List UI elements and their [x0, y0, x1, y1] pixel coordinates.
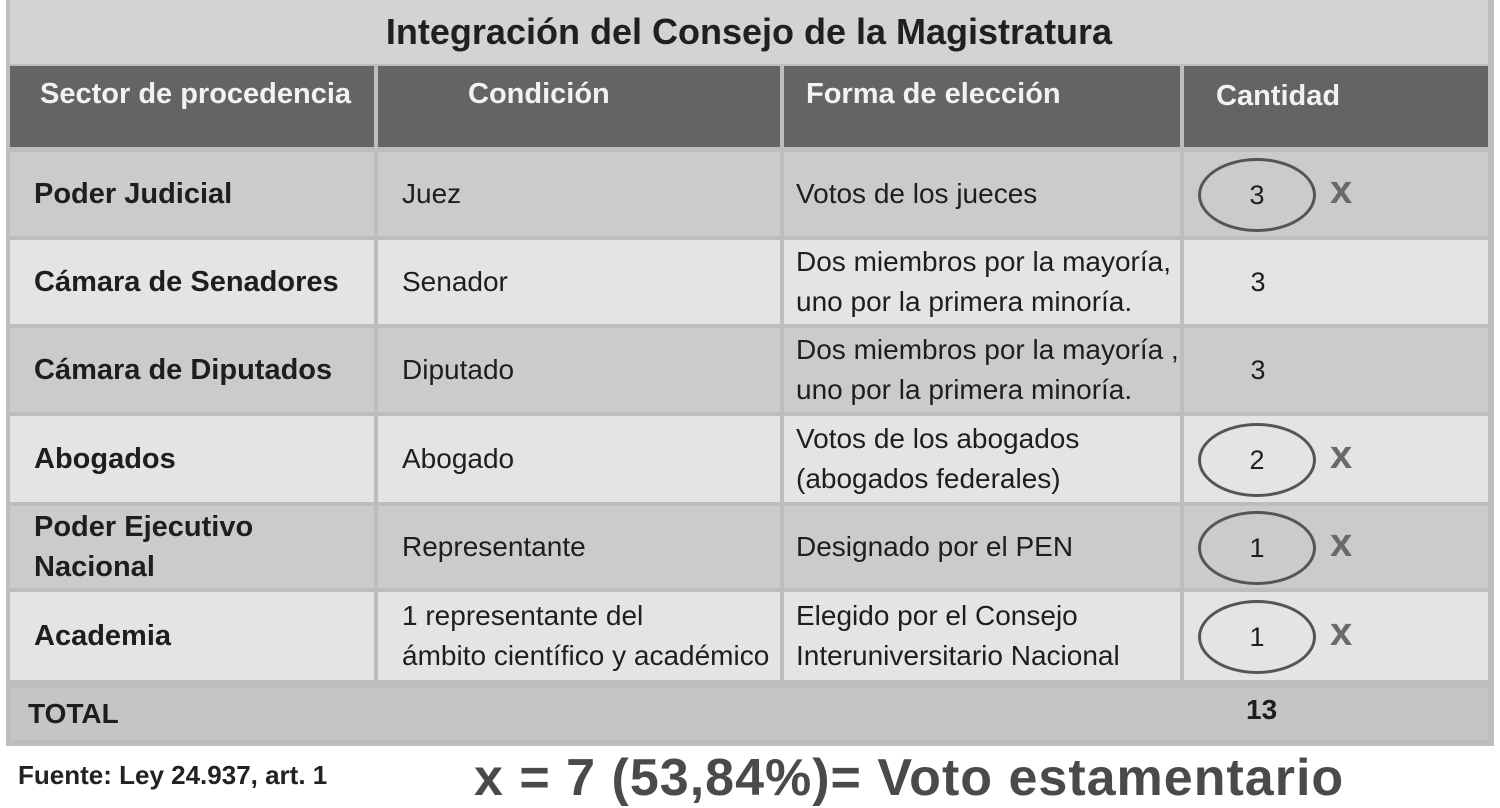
cantidad-value-circled: 2 [1198, 423, 1316, 497]
sector-label: Poder Judicial [34, 178, 233, 210]
row-sector-cell: Cámara de Senadores [10, 240, 374, 324]
cantidad-value-circled: 3 [1198, 158, 1316, 232]
source-note: Fuente: Ley 24.937, art. 1 [18, 760, 328, 790]
forma-text: Dos miembros por la mayoría, [796, 246, 1172, 277]
forma-text: Interuniversitario Nacional [796, 640, 1120, 671]
cantidad-value: 3 [1250, 354, 1266, 385]
condicion-text: ámbito científico y académico [402, 640, 770, 671]
row-forma-cell: Dos miembros por la mayoría , uno por la … [784, 328, 1180, 412]
row-forma-cell: Designado por el PEN [784, 506, 1180, 588]
total-value: 13 [1246, 694, 1278, 725]
header-forma-eleccion: Forma de elección [784, 66, 1180, 147]
forma-text: Votos de los abogados [796, 423, 1080, 454]
forma-text: uno por la primera minoría. [796, 374, 1133, 405]
sector-label: Cámara de Senadores [34, 266, 339, 298]
forma-text: Designado por el PEN [796, 531, 1074, 562]
total-label: TOTAL [28, 698, 119, 729]
condicion-text: Senador [402, 266, 508, 297]
x-mark: x [1330, 168, 1353, 212]
vote-formula: x = 7 (53,84%)= Voto estamentario [474, 749, 1345, 807]
cantidad-value: 3 [1250, 266, 1266, 297]
x-mark: x [1330, 433, 1353, 477]
sector-label: Academia [34, 620, 172, 652]
row-condicion-cell: Juez [378, 152, 780, 236]
condicion-text: Juez [402, 178, 462, 209]
row-cantidad-cell [1184, 328, 1488, 412]
row-cantidad-cell [1184, 240, 1488, 324]
row-forma-cell: Votos de los abogados (abogados federales… [784, 416, 1180, 502]
row-condicion-cell: Representante [378, 506, 780, 588]
cantidad-value-circled: 1 [1198, 600, 1316, 674]
forma-text: Dos miembros por la mayoría , [796, 334, 1179, 365]
row-forma-cell: Dos miembros por la mayoría, uno por la p… [784, 240, 1180, 324]
header-sector: Sector de procedencia [10, 66, 374, 147]
cantidad-value-circled: 1 [1198, 511, 1316, 585]
forma-text: Votos de los jueces [796, 178, 1038, 209]
total-row [10, 688, 1488, 740]
forma-text: uno por la primera minoría. [796, 286, 1133, 317]
x-mark: x [1330, 610, 1353, 654]
sector-label: Abogados [34, 443, 176, 475]
row-forma-cell: Votos de los jueces [784, 152, 1180, 236]
row-sector-cell: Poder Judicial [10, 152, 374, 236]
header-cantidad: Cantidad [1184, 66, 1488, 147]
condicion-text: Representante [402, 531, 586, 562]
sector-label: Cámara de Diputados [34, 354, 333, 386]
table-title-bar: Integración del Consejo de la Magistratu… [10, 0, 1488, 64]
row-sector-cell: Academia [10, 592, 374, 680]
forma-text: Elegido por el Consejo [796, 600, 1078, 631]
row-condicion-cell: Abogado [378, 416, 780, 502]
table-title: Integración del Consejo de la Magistratu… [385, 11, 1113, 52]
condicion-text: Diputado [402, 354, 515, 385]
row-forma-cell: Elegido por el Consejo Interuniversitario… [784, 592, 1180, 680]
header-condicion: Condición [378, 66, 780, 147]
row-sector-cell: Poder Ejecutivo Nacional [10, 506, 374, 588]
row-sector-cell: Cámara de Diputados [10, 328, 374, 412]
forma-text: (abogados federales) [796, 463, 1061, 494]
x-mark: x [1330, 521, 1353, 565]
row-condicion-cell: 1 representante del ámbito científico y a… [378, 592, 780, 680]
row-condicion-cell: Diputado [378, 328, 780, 412]
condicion-text: 1 representante del [402, 600, 644, 631]
row-condicion-cell: Senador [378, 240, 780, 324]
sector-label: Poder Ejecutivo Nacional [34, 511, 254, 583]
condicion-text: Abogado [402, 443, 515, 474]
row-sector-cell: Abogados [10, 416, 374, 502]
